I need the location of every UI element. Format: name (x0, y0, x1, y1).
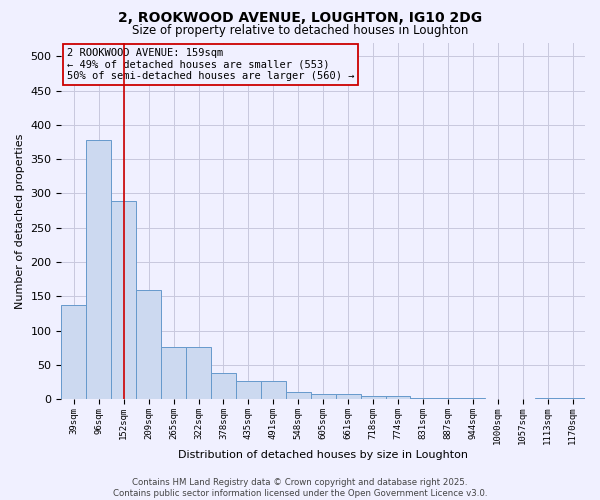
Text: 2 ROOKWOOD AVENUE: 159sqm
← 49% of detached houses are smaller (553)
50% of semi: 2 ROOKWOOD AVENUE: 159sqm ← 49% of detac… (67, 48, 354, 81)
Bar (186, 347, 211, 399)
Bar (286, 392, 311, 399)
X-axis label: Distribution of detached houses by size in Loughton: Distribution of detached houses by size … (178, 450, 468, 460)
Bar (236, 380, 261, 399)
Bar (535, 398, 560, 399)
Bar (410, 398, 436, 399)
Text: 2, ROOKWOOD AVENUE, LOUGHTON, IG10 2DG: 2, ROOKWOOD AVENUE, LOUGHTON, IG10 2DG (118, 11, 482, 25)
Bar (61, 304, 86, 399)
Bar (361, 396, 386, 399)
Bar (436, 398, 460, 399)
Text: Contains HM Land Registry data © Crown copyright and database right 2025.
Contai: Contains HM Land Registry data © Crown c… (113, 478, 487, 498)
Bar (86, 140, 111, 399)
Text: Size of property relative to detached houses in Loughton: Size of property relative to detached ho… (132, 24, 468, 37)
Bar (211, 373, 236, 399)
Bar (335, 394, 361, 399)
Bar (111, 201, 136, 399)
Y-axis label: Number of detached properties: Number of detached properties (15, 133, 25, 308)
Bar (161, 347, 186, 399)
Bar (386, 396, 410, 399)
Bar (560, 398, 585, 399)
Bar (460, 398, 485, 399)
Bar (136, 290, 161, 399)
Bar (311, 394, 335, 399)
Bar (261, 380, 286, 399)
